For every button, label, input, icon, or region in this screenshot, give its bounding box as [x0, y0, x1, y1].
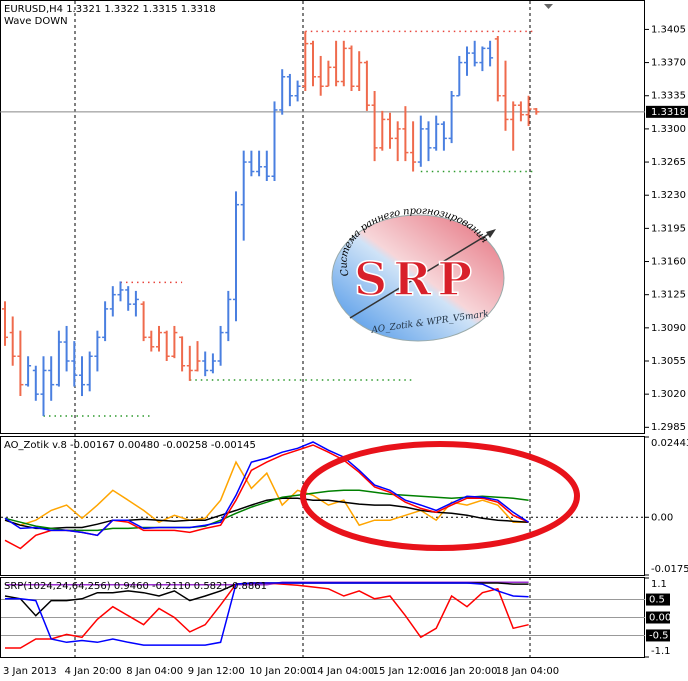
y-tick-label: 1.3160	[651, 257, 686, 268]
srp-title: SRP(1024,24,64,256) 0.9460 -0.2110 0.582…	[4, 581, 267, 592]
x-tick-label: 15 Jan 12:00	[373, 666, 436, 677]
last-price-label: 1.3318	[651, 107, 686, 118]
y-tick-label: 1.3300	[651, 124, 686, 135]
level-label-box	[646, 629, 670, 642]
series-line	[4, 489, 529, 532]
x-tick-label: 3 Jan 2013	[3, 666, 57, 677]
y-tick-label: 0.02443	[651, 438, 688, 449]
y-tick-label: 1.3195	[651, 223, 686, 234]
x-tick-label: 8 Jan 04:00	[126, 666, 183, 677]
y-tick-label: 1.2985	[651, 422, 686, 433]
y-tick-label: 1.1	[651, 579, 667, 590]
ao-panel-frame	[0, 436, 645, 576]
series-line	[4, 460, 529, 527]
ao-title: AO_Zotik v.8 -0.00167 0.00480 -0.00258 -…	[4, 440, 256, 451]
x-tick-label: 14 Jan 04:00	[311, 666, 374, 677]
y-tick-label: -0.01757	[651, 564, 688, 575]
y-tick-label: 1.3125	[651, 290, 686, 301]
price-title: EURUSD,H4 1.3321 1.3322 1.3315 1.3318	[4, 4, 216, 15]
series-line	[4, 497, 529, 530]
series-line	[5, 582, 529, 646]
last-price-box	[646, 105, 688, 118]
logo: Система раннего прогнозирования SRP AO_Z…	[331, 205, 505, 342]
plot-layer: 1.3405 1.3370 1.3335 1.3300 1.3265 1.3230 1.31…	[0, 24, 688, 677]
y-tick-label: 1.3090	[651, 323, 686, 334]
y-tick-label: 1.3405	[651, 24, 686, 35]
x-tick-label: 4 Jan 20:00	[65, 666, 122, 677]
logo-name: SRP	[354, 252, 478, 306]
period-separators	[74, 1, 531, 657]
level-label: 0.00	[649, 613, 671, 624]
y-tick-label: 1.3230	[651, 190, 686, 201]
y-tick-label: 1.3055	[651, 356, 686, 367]
y-tick-label: 1.3265	[651, 157, 686, 168]
price-subtitle: Wave DOWN	[4, 16, 68, 27]
y-tick-label: -1.1	[651, 646, 671, 657]
level-label-box	[646, 611, 670, 624]
x-tick-label: 16 Jan 20:00	[434, 666, 497, 677]
x-tick-label: 10 Jan 20:00	[249, 666, 312, 677]
price-panel-frame	[0, 0, 645, 434]
logo-arrow	[349, 231, 493, 319]
logo-ellipse	[331, 214, 505, 342]
level-label-box	[646, 593, 670, 606]
series-line	[4, 441, 530, 537]
menu-arrow[interactable]	[544, 4, 553, 9]
x-tick-label: 18 Jan 04:00	[496, 666, 559, 677]
highlight-ellipse	[300, 441, 580, 551]
logo-arrowhead	[486, 229, 496, 238]
x-tick-label: 9 Jan 12:00	[188, 666, 245, 677]
y-tick-label: 1.3335	[651, 91, 686, 102]
y-tick-label: 1.3020	[651, 389, 686, 400]
y-tick-label: 0.00	[651, 512, 673, 523]
y-tick-label: 1.3370	[651, 58, 686, 69]
level-label: 0.5	[649, 595, 665, 606]
level-label: -0.5	[649, 630, 669, 641]
